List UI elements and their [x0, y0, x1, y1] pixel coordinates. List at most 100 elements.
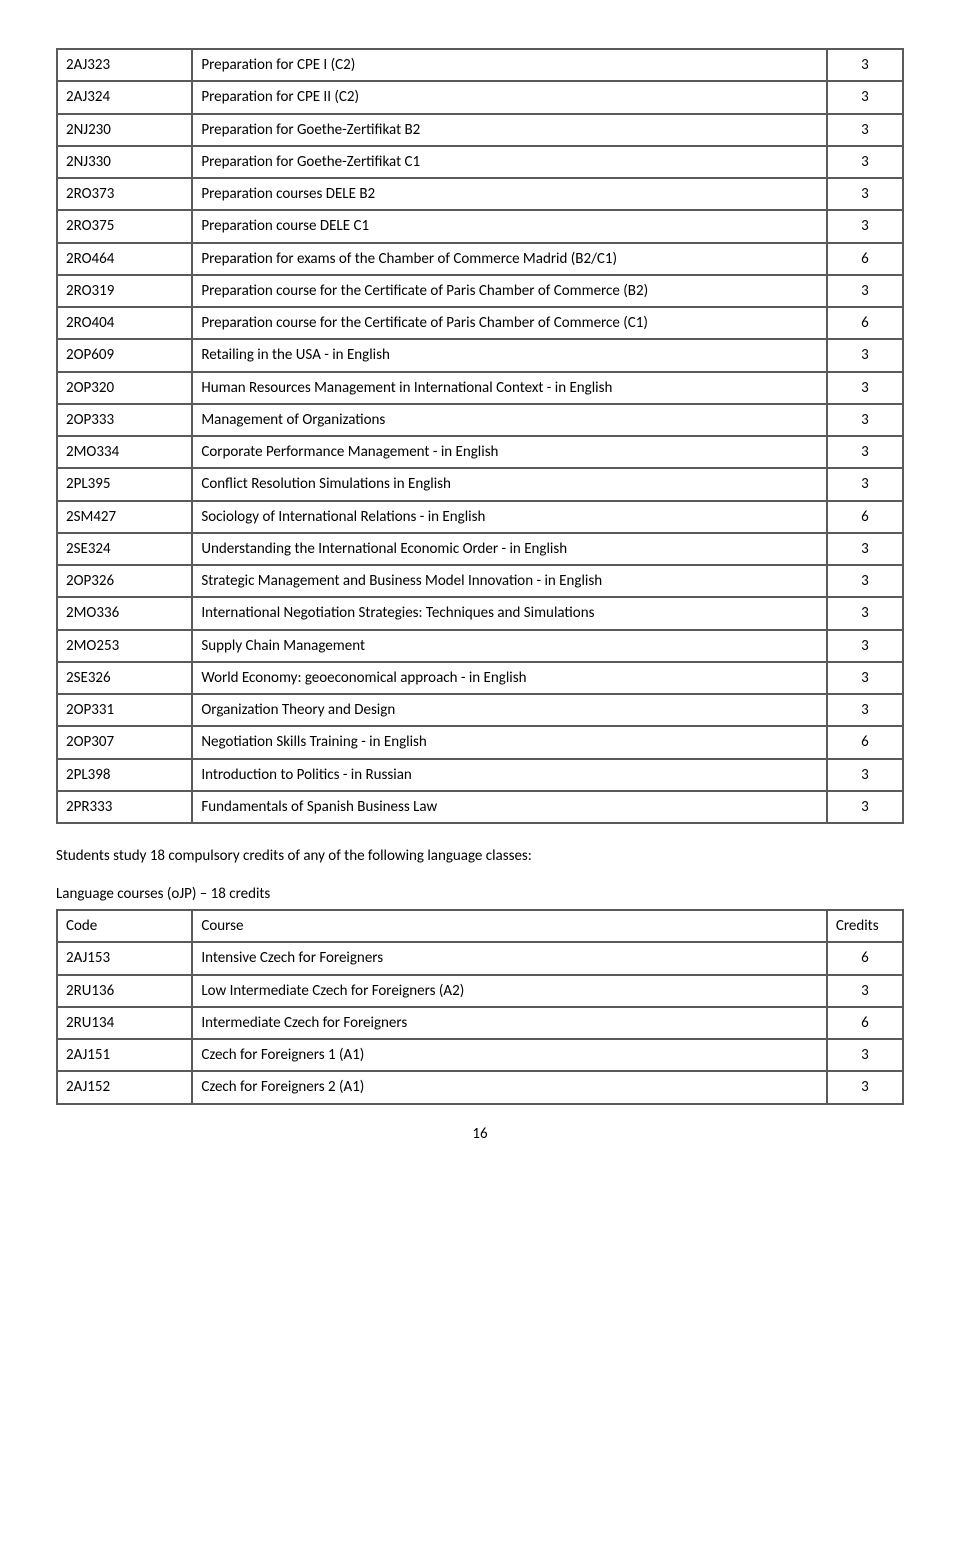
- table-row: 2NJ330Preparation for Goethe-Zertifikat …: [57, 146, 903, 178]
- course-name: Preparation for Goethe-Zertifikat C1: [192, 146, 827, 178]
- course-name: Supply Chain Management: [192, 630, 827, 662]
- course-name: Intensive Czech for Foreigners: [192, 942, 827, 974]
- course-name: Preparation course for the Certificate o…: [192, 307, 827, 339]
- course-name: Retailing in the USA - in English: [192, 339, 827, 371]
- course-code: 2PL398: [57, 759, 192, 791]
- table-row: 2RO373Preparation courses DELE B23: [57, 178, 903, 210]
- course-code: 2OP331: [57, 694, 192, 726]
- course-credits: 3: [827, 436, 903, 468]
- course-credits: 3: [827, 339, 903, 371]
- table-row: 2RU136Low Intermediate Czech for Foreign…: [57, 975, 903, 1007]
- course-credits: 3: [827, 975, 903, 1007]
- table-row: 2RO464Preparation for exams of the Chamb…: [57, 243, 903, 275]
- course-name: Czech for Foreigners 1 (A1): [192, 1039, 827, 1071]
- course-credits: 3: [827, 81, 903, 113]
- course-name: Preparation for Goethe-Zertifikat B2: [192, 114, 827, 146]
- course-name: Strategic Management and Business Model …: [192, 565, 827, 597]
- course-name: International Negotiation Strategies: Te…: [192, 597, 827, 629]
- course-credits: 3: [827, 275, 903, 307]
- table-row: 2SM427Sociology of International Relatio…: [57, 501, 903, 533]
- course-credits: 3: [827, 404, 903, 436]
- table-row: 2NJ230Preparation for Goethe-Zertifikat …: [57, 114, 903, 146]
- course-credits: 6: [827, 307, 903, 339]
- table-row: 2RO404Preparation course for the Certifi…: [57, 307, 903, 339]
- course-name: Negotiation Skills Training - in English: [192, 726, 827, 758]
- course-code: 2OP320: [57, 372, 192, 404]
- course-code: 2OP307: [57, 726, 192, 758]
- header-course: Course: [192, 910, 827, 942]
- course-code: 2MO336: [57, 597, 192, 629]
- language-course-table: Code Course Credits 2AJ153Intensive Czec…: [56, 909, 904, 1105]
- table-row: 2AJ152Czech for Foreigners 2 (A1)3: [57, 1071, 903, 1103]
- course-credits: 3: [827, 178, 903, 210]
- language-course-table-body: Code Course Credits 2AJ153Intensive Czec…: [57, 910, 903, 1104]
- language-courses-subtitle: Language courses (oJP) – 18 credits: [56, 885, 904, 903]
- course-code: 2PL395: [57, 468, 192, 500]
- course-name: Preparation for CPE II (C2): [192, 81, 827, 113]
- course-credits: 6: [827, 501, 903, 533]
- course-code: 2SE326: [57, 662, 192, 694]
- course-code: 2RU136: [57, 975, 192, 1007]
- table-row: 2OP320Human Resources Management in Inte…: [57, 372, 903, 404]
- table-row: 2OP307Negotiation Skills Training - in E…: [57, 726, 903, 758]
- table-row: 2SE324Understanding the International Ec…: [57, 533, 903, 565]
- main-course-table: 2AJ323Preparation for CPE I (C2)32AJ324P…: [56, 48, 904, 824]
- course-code: 2AJ152: [57, 1071, 192, 1103]
- course-credits: 3: [827, 1039, 903, 1071]
- course-credits: 3: [827, 1071, 903, 1103]
- course-credits: 3: [827, 533, 903, 565]
- course-name: Introduction to Politics - in Russian: [192, 759, 827, 791]
- course-name: Preparation course DELE C1: [192, 210, 827, 242]
- course-code: 2AJ151: [57, 1039, 192, 1071]
- table-row: 2AJ151Czech for Foreigners 1 (A1)3: [57, 1039, 903, 1071]
- page-number: 16: [56, 1125, 904, 1143]
- table-row: 2RO319Preparation course for the Certifi…: [57, 275, 903, 307]
- course-name: Fundamentals of Spanish Business Law: [192, 791, 827, 823]
- table-row: 2MO334Corporate Performance Management -…: [57, 436, 903, 468]
- table-row: 2RO375Preparation course DELE C13: [57, 210, 903, 242]
- table-row: 2PR333Fundamentals of Spanish Business L…: [57, 791, 903, 823]
- course-name: Preparation for CPE I (C2): [192, 49, 827, 81]
- course-code: 2AJ153: [57, 942, 192, 974]
- course-code: 2RO319: [57, 275, 192, 307]
- course-code: 2PR333: [57, 791, 192, 823]
- course-name: Sociology of International Relations - i…: [192, 501, 827, 533]
- course-code: 2MO253: [57, 630, 192, 662]
- course-code: 2MO334: [57, 436, 192, 468]
- course-name: Preparation courses DELE B2: [192, 178, 827, 210]
- course-credits: 3: [827, 597, 903, 629]
- table-row: 2OP609Retailing in the USA - in English3: [57, 339, 903, 371]
- table-row: 2SE326World Economy: geoeconomical appro…: [57, 662, 903, 694]
- course-code: 2RO464: [57, 243, 192, 275]
- course-credits: 6: [827, 243, 903, 275]
- course-name: Preparation for exams of the Chamber of …: [192, 243, 827, 275]
- course-code: 2RO373: [57, 178, 192, 210]
- table-row: 2OP333Management of Organizations3: [57, 404, 903, 436]
- course-code: 2NJ330: [57, 146, 192, 178]
- course-name: Human Resources Management in Internatio…: [192, 372, 827, 404]
- table-row: 2PL398Introduction to Politics - in Russ…: [57, 759, 903, 791]
- course-credits: 6: [827, 726, 903, 758]
- table-row: 2OP331Organization Theory and Design3: [57, 694, 903, 726]
- course-credits: 3: [827, 694, 903, 726]
- course-code: 2AJ324: [57, 81, 192, 113]
- paragraph-compulsory-info: Students study 18 compulsory credits of …: [56, 846, 904, 867]
- course-credits: 3: [827, 630, 903, 662]
- course-code: 2RO404: [57, 307, 192, 339]
- course-credits: 3: [827, 114, 903, 146]
- course-credits: 3: [827, 210, 903, 242]
- course-credits: 3: [827, 468, 903, 500]
- course-name: World Economy: geoeconomical approach - …: [192, 662, 827, 694]
- course-name: Management of Organizations: [192, 404, 827, 436]
- course-credits: 3: [827, 759, 903, 791]
- table-header-row: Code Course Credits: [57, 910, 903, 942]
- table-row: 2AJ153Intensive Czech for Foreigners6: [57, 942, 903, 974]
- table-row: 2MO336International Negotiation Strategi…: [57, 597, 903, 629]
- course-name: Organization Theory and Design: [192, 694, 827, 726]
- course-name: Conflict Resolution Simulations in Engli…: [192, 468, 827, 500]
- course-code: 2AJ323: [57, 49, 192, 81]
- table-row: 2OP326Strategic Management and Business …: [57, 565, 903, 597]
- course-credits: 6: [827, 1007, 903, 1039]
- course-code: 2RU134: [57, 1007, 192, 1039]
- table-row: 2RU134Intermediate Czech for Foreigners6: [57, 1007, 903, 1039]
